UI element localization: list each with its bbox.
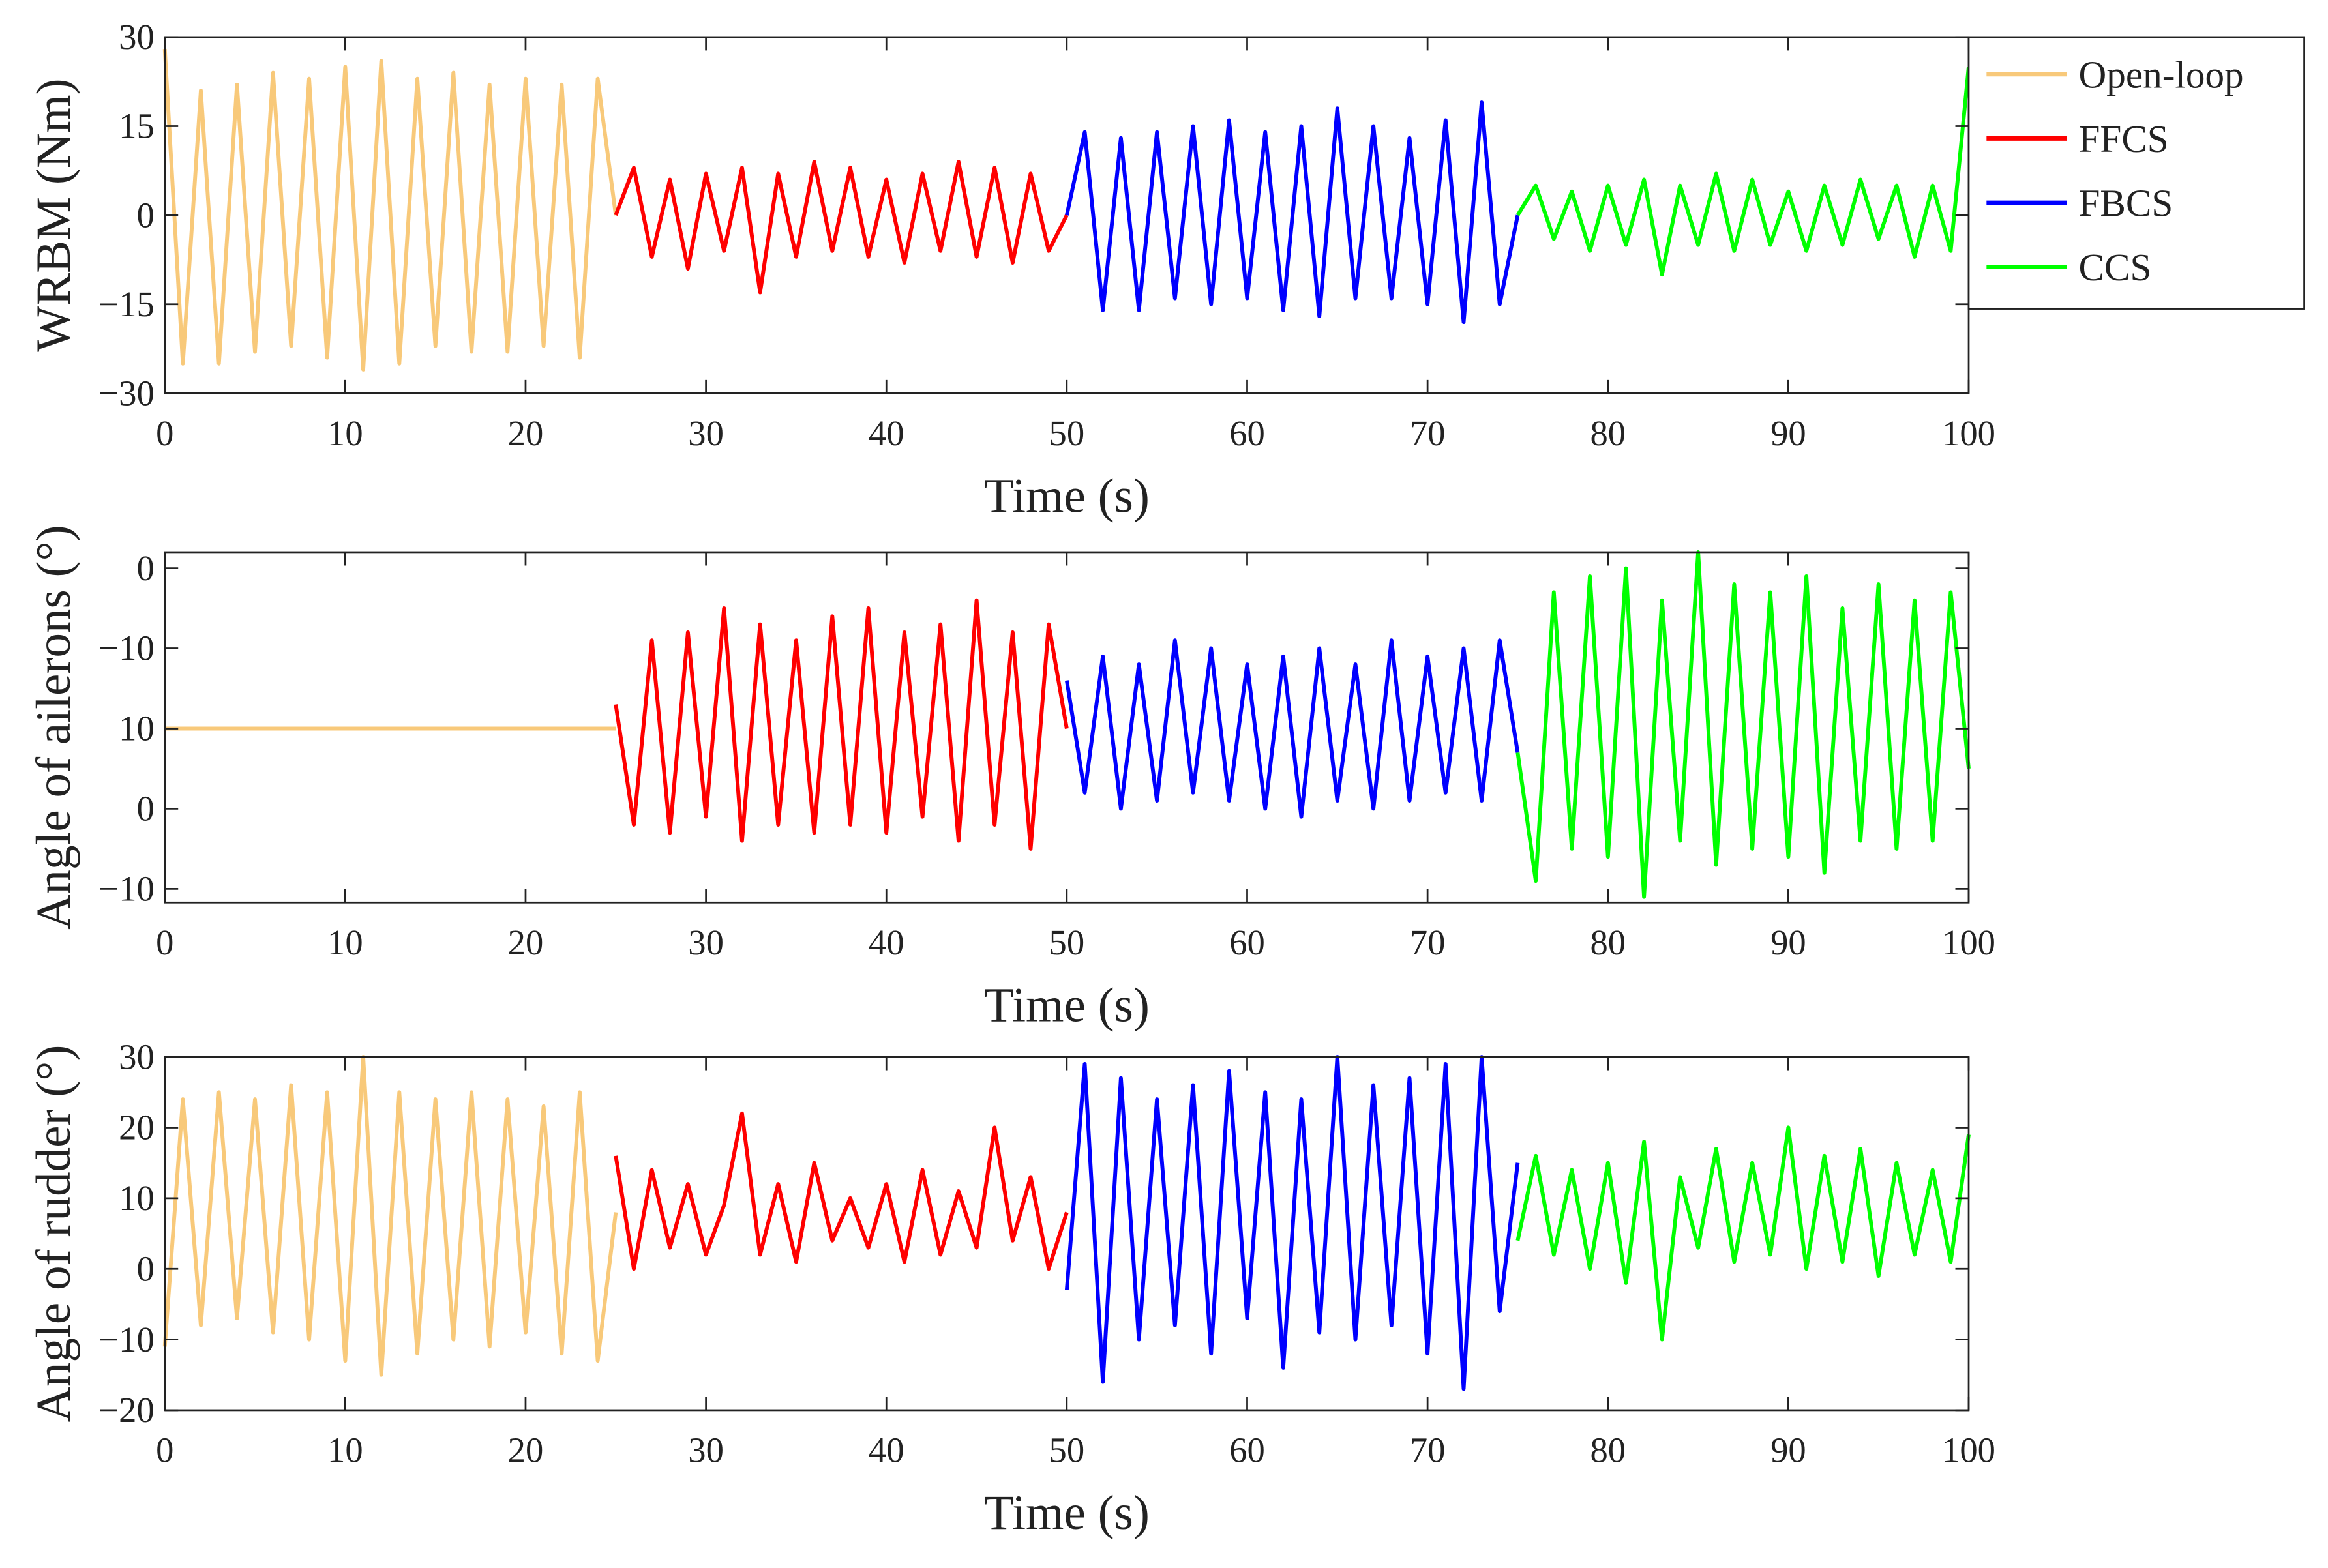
- data-line: [1064, 1055, 1520, 1391]
- y-tick-label: 0: [136, 548, 154, 588]
- x-tick-label: 60: [1229, 1430, 1265, 1470]
- data-line: [1065, 100, 1520, 325]
- x-tick-label: 90: [1770, 1430, 1806, 1470]
- data-line: [1515, 67, 1971, 277]
- data-line: [162, 1055, 618, 1377]
- x-tick-label: 50: [1049, 923, 1085, 962]
- y-tick-label: 0: [136, 789, 154, 829]
- x-tick-label: 10: [327, 1430, 363, 1470]
- x-tick-label: 20: [508, 413, 544, 453]
- x-tick-label: 0: [156, 413, 173, 453]
- data-line: [1515, 550, 1971, 899]
- x-tick-label: 30: [688, 1430, 724, 1470]
- x-tick-label: 100: [1942, 1430, 1995, 1470]
- x-tick-label: 10: [327, 413, 363, 453]
- x-tick-label: 70: [1410, 1430, 1446, 1470]
- y-tick-label: 0: [136, 195, 154, 235]
- data-line: [162, 48, 618, 372]
- x-tick-label: 80: [1590, 413, 1626, 453]
- data-line: [1064, 638, 1520, 819]
- x-axis-title: Time (s): [984, 978, 1150, 1032]
- x-tick-label: 50: [1049, 1430, 1085, 1470]
- x-tick-label: 70: [1410, 413, 1446, 453]
- y-axis-title: Angle of ailerons (°): [27, 525, 81, 929]
- data-line: [614, 598, 1069, 851]
- y-tick-label: 0: [136, 1249, 154, 1288]
- y-tick-label: 10: [119, 709, 155, 748]
- legend-label: FBCS: [2079, 182, 2173, 225]
- y-tick-label: −10: [98, 1320, 154, 1359]
- x-tick-label: 20: [508, 1430, 544, 1470]
- y-axis-title: Angle of rudder (°): [27, 1045, 81, 1423]
- y-tick-label: −30: [98, 374, 154, 413]
- x-tick-label: 100: [1942, 923, 1995, 962]
- y-tick-label: −10: [98, 629, 154, 668]
- x-tick-label: 90: [1770, 413, 1806, 453]
- x-tick-label: 80: [1590, 1430, 1626, 1470]
- legend-label: CCS: [2079, 246, 2152, 289]
- y-tick-label: 30: [119, 17, 155, 57]
- data-line: [614, 160, 1069, 295]
- y-tick-label: 30: [119, 1037, 155, 1076]
- x-axis-title: Time (s): [984, 469, 1150, 523]
- x-tick-label: 40: [869, 923, 904, 962]
- x-tick-label: 60: [1229, 923, 1265, 962]
- x-tick-label: 40: [869, 1430, 904, 1470]
- x-tick-label: 40: [869, 413, 904, 453]
- x-tick-label: 100: [1942, 413, 1995, 453]
- legend-label: FFCS: [2079, 117, 2169, 160]
- x-tick-label: 90: [1770, 923, 1806, 962]
- y-tick-label: −15: [98, 284, 154, 324]
- x-tick-label: 20: [508, 923, 544, 962]
- data-line: [614, 1111, 1069, 1271]
- legend-label: Open-loop: [2079, 53, 2244, 96]
- y-tick-label: −20: [98, 1390, 154, 1430]
- data-line: [1515, 1125, 1971, 1342]
- y-tick-label: 20: [119, 1108, 155, 1147]
- y-tick-label: 10: [119, 1178, 155, 1218]
- x-tick-label: 0: [156, 1430, 173, 1470]
- x-tick-label: 10: [327, 923, 363, 962]
- x-tick-label: 30: [688, 413, 724, 453]
- x-tick-label: 50: [1049, 413, 1085, 453]
- x-axis-title: Time (s): [984, 1486, 1150, 1540]
- x-tick-label: 0: [156, 923, 173, 962]
- y-tick-label: −10: [98, 869, 154, 909]
- y-tick-label: 15: [119, 106, 155, 146]
- x-tick-label: 30: [688, 923, 724, 962]
- legend-box: [1967, 36, 2305, 310]
- x-tick-label: 70: [1410, 923, 1446, 962]
- x-tick-label: 60: [1229, 413, 1265, 453]
- y-axis-title: WRBM (Nm): [27, 78, 81, 351]
- x-tick-label: 80: [1590, 923, 1626, 962]
